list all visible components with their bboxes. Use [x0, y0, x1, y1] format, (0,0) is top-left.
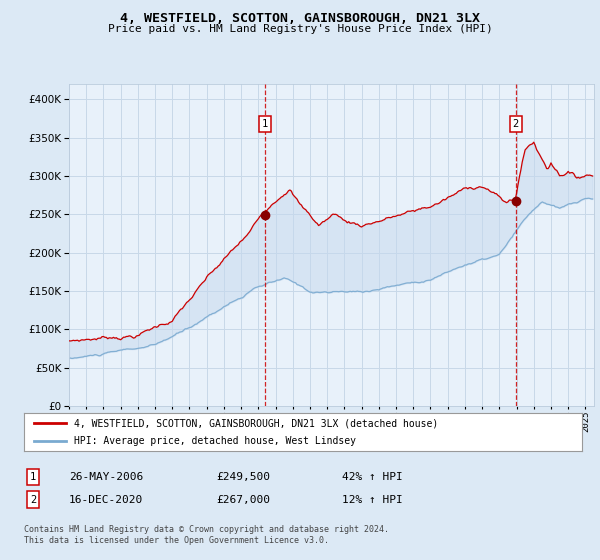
Text: £267,000: £267,000 — [216, 494, 270, 505]
Text: 2: 2 — [512, 119, 519, 129]
Text: 1: 1 — [262, 119, 268, 129]
Text: Contains HM Land Registry data © Crown copyright and database right 2024.
This d: Contains HM Land Registry data © Crown c… — [24, 525, 389, 545]
Text: 26-MAY-2006: 26-MAY-2006 — [69, 472, 143, 482]
Text: 4, WESTFIELD, SCOTTON, GAINSBOROUGH, DN21 3LX: 4, WESTFIELD, SCOTTON, GAINSBOROUGH, DN2… — [120, 12, 480, 25]
Text: 2: 2 — [30, 494, 36, 505]
Text: 1: 1 — [30, 472, 36, 482]
Text: Price paid vs. HM Land Registry's House Price Index (HPI): Price paid vs. HM Land Registry's House … — [107, 24, 493, 34]
Text: 12% ↑ HPI: 12% ↑ HPI — [342, 494, 403, 505]
Text: £249,500: £249,500 — [216, 472, 270, 482]
Text: HPI: Average price, detached house, West Lindsey: HPI: Average price, detached house, West… — [74, 436, 356, 446]
Text: 4, WESTFIELD, SCOTTON, GAINSBOROUGH, DN21 3LX (detached house): 4, WESTFIELD, SCOTTON, GAINSBOROUGH, DN2… — [74, 418, 439, 428]
Text: 16-DEC-2020: 16-DEC-2020 — [69, 494, 143, 505]
Text: 42% ↑ HPI: 42% ↑ HPI — [342, 472, 403, 482]
